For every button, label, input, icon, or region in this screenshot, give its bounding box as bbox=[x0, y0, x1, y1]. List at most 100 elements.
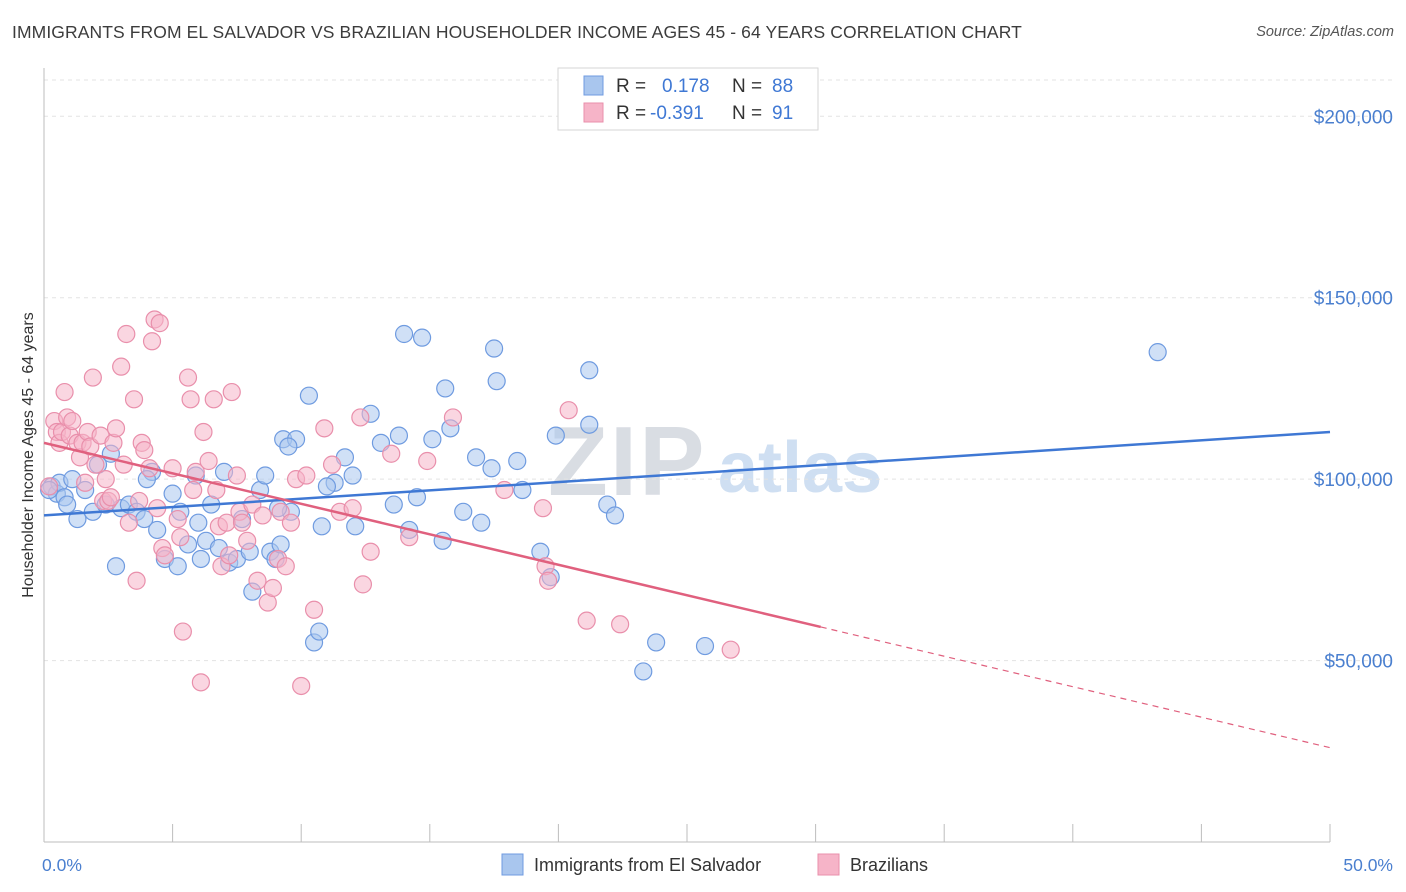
y-tick-label-3: $200,000 bbox=[1314, 107, 1393, 128]
point-brazilians-39 bbox=[155, 546, 174, 565]
point-el-salvador-87 bbox=[317, 477, 337, 496]
x-tick-labels: 0.0% 50.0% bbox=[42, 855, 1393, 875]
point-brazilians-12 bbox=[76, 473, 95, 492]
y-tick-labels: $50,000 $100,000 $150,000 $200,000 bbox=[1314, 107, 1393, 672]
point-el-salvador-67 bbox=[487, 372, 506, 391]
point-brazilians-32 bbox=[135, 441, 154, 460]
point-brazilians-72 bbox=[292, 676, 311, 696]
y-axis-label: Householder Income Ages 45 - 64 years bbox=[20, 312, 37, 598]
trend-lines bbox=[43, 430, 1331, 749]
stats-n-label-blue: N = bbox=[732, 76, 762, 97]
point-brazilians-24 bbox=[112, 357, 131, 376]
point-brazilians-15 bbox=[83, 368, 102, 387]
x-tick-label-1: 50.0% bbox=[1343, 855, 1393, 875]
point-el-salvador-43 bbox=[312, 517, 331, 536]
point-brazilians-23 bbox=[106, 419, 126, 438]
point-brazilians-88 bbox=[539, 571, 558, 590]
point-brazilians-69 bbox=[276, 557, 295, 576]
point-el-salvador-71 bbox=[546, 426, 565, 445]
stats-n-value-pink: 91 bbox=[772, 103, 793, 124]
point-el-salvador-5 bbox=[68, 509, 87, 529]
chart-title: IMMIGRANTS FROM EL SALVADOR VS BRAZILIAN… bbox=[12, 22, 1022, 42]
stats-r-label-blue: R = bbox=[616, 76, 646, 97]
point-brazilians-75 bbox=[315, 419, 334, 438]
point-el-salvador-85 bbox=[189, 513, 208, 532]
point-el-salvador-46 bbox=[346, 517, 365, 536]
point-brazilians-16 bbox=[86, 455, 105, 474]
point-el-salvador-57 bbox=[412, 328, 432, 347]
point-brazilians-57 bbox=[222, 382, 241, 402]
point-el-salvador-82 bbox=[58, 495, 77, 514]
stats-legend-box: R = 0.178 N = 88 R = -0.391 N = 91 bbox=[557, 67, 819, 131]
trend-brazilians-dashed bbox=[820, 626, 1331, 749]
point-el-salvador-39 bbox=[299, 386, 319, 405]
point-brazilians-50 bbox=[199, 451, 218, 471]
point-brazilians-29 bbox=[127, 571, 146, 590]
point-el-salvador-78 bbox=[647, 633, 666, 652]
point-brazilians-51 bbox=[204, 390, 223, 409]
point-el-salvador-58 bbox=[423, 430, 442, 449]
point-brazilians-5 bbox=[55, 382, 74, 402]
watermark-zip: ZIP bbox=[548, 406, 706, 516]
point-brazilians-81 bbox=[361, 542, 380, 561]
point-el-salvador-34 bbox=[256, 466, 275, 485]
source-credit: Source: ZipAtlas.com bbox=[1256, 24, 1394, 40]
point-el-salvador-19 bbox=[168, 557, 187, 576]
point-brazilians-63 bbox=[248, 571, 267, 590]
point-brazilians-21 bbox=[101, 488, 120, 507]
point-brazilians-28 bbox=[124, 390, 144, 409]
x-tick-label-0: 0.0% bbox=[42, 855, 82, 875]
point-el-salvador-56 bbox=[407, 488, 427, 507]
point-brazilians-85 bbox=[443, 408, 463, 427]
point-el-salvador-23 bbox=[191, 549, 210, 569]
point-el-salvador-77 bbox=[634, 662, 653, 681]
watermark-atlas: atlas bbox=[718, 428, 882, 508]
point-brazilians-73 bbox=[297, 466, 316, 485]
point-el-salvador-73 bbox=[580, 415, 599, 434]
point-el-salvador-65 bbox=[482, 459, 501, 478]
point-el-salvador-49 bbox=[310, 622, 329, 641]
point-brazilians-48 bbox=[191, 673, 210, 692]
point-el-salvador-16 bbox=[148, 520, 167, 540]
point-brazilians-26 bbox=[117, 324, 136, 344]
point-brazilians-27 bbox=[119, 513, 138, 532]
point-brazilians-74 bbox=[304, 600, 324, 619]
point-el-salvador-69 bbox=[508, 451, 527, 471]
point-brazilians-70 bbox=[281, 513, 301, 532]
point-el-salvador-64 bbox=[472, 513, 491, 532]
point-el-salvador-42 bbox=[279, 437, 298, 456]
point-el-salvador-62 bbox=[454, 502, 473, 521]
point-brazilians-76 bbox=[322, 455, 342, 474]
point-brazilians-80 bbox=[353, 575, 373, 594]
point-brazilians-25 bbox=[114, 455, 133, 474]
legend-label-el-salvador: Immigrants from El Salvador bbox=[534, 855, 761, 875]
point-brazilians-45 bbox=[181, 390, 200, 409]
point-brazilians-0 bbox=[40, 477, 59, 496]
series-el-salvador-points bbox=[40, 324, 1167, 681]
point-brazilians-58 bbox=[227, 466, 246, 485]
point-el-salvador-80 bbox=[1148, 343, 1167, 362]
point-brazilians-60 bbox=[232, 513, 252, 532]
point-brazilians-84 bbox=[418, 451, 437, 471]
trend-brazilians-solid bbox=[43, 441, 822, 629]
point-brazilians-8 bbox=[63, 411, 82, 431]
point-el-salvador-52 bbox=[384, 495, 403, 514]
stats-r-value-pink: -0.391 bbox=[650, 103, 704, 124]
point-el-salvador-53 bbox=[389, 426, 409, 445]
point-brazilians-47 bbox=[186, 462, 205, 481]
trend-el-salvador bbox=[43, 430, 1331, 517]
point-brazilians-42 bbox=[171, 528, 190, 547]
point-el-salvador-74 bbox=[580, 361, 599, 380]
point-brazilians-41 bbox=[168, 509, 187, 529]
y-tick-label-2: $150,000 bbox=[1314, 289, 1393, 310]
axes bbox=[43, 68, 1331, 843]
point-brazilians-89 bbox=[533, 499, 553, 518]
series-brazilians-points bbox=[40, 310, 740, 696]
point-brazilians-93 bbox=[721, 640, 740, 659]
point-el-salvador-47 bbox=[343, 466, 362, 485]
point-brazilians-91 bbox=[577, 611, 596, 630]
stats-swatch-pink bbox=[583, 102, 604, 123]
point-brazilians-66 bbox=[263, 578, 283, 598]
point-brazilians-44 bbox=[178, 368, 198, 387]
